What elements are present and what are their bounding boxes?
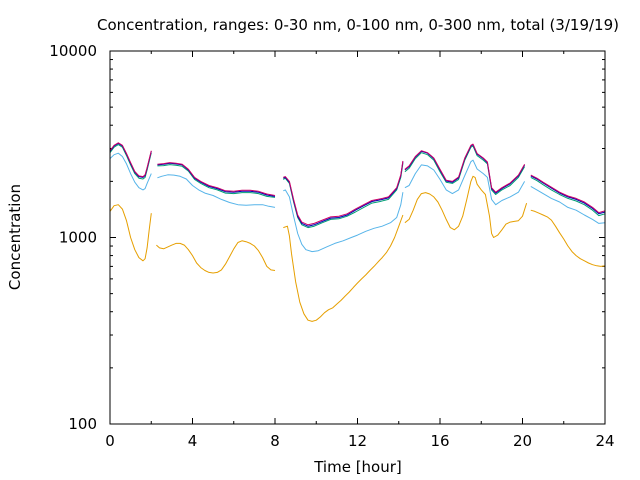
y-tick-label: 10000 <box>49 42 97 60</box>
x-tick-label: 24 <box>595 432 614 450</box>
series-2-line-segment-4 <box>404 159 526 206</box>
x-tick-label: 8 <box>270 432 280 450</box>
series-1-line-segment-1 <box>109 204 152 262</box>
series-4-line-segment-3 <box>283 161 404 227</box>
series-2-line-segment-1 <box>109 152 152 191</box>
x-tick-label: 20 <box>513 432 532 450</box>
series-2-line-segment-3 <box>283 189 404 253</box>
x-tick-label: 4 <box>188 432 198 450</box>
chart-title: Concentration, ranges: 0-30 nm, 0-100 nm… <box>97 16 619 34</box>
series-5-line-segment-4 <box>404 143 526 193</box>
series-2-line-segment-2 <box>157 174 276 208</box>
plot-frame <box>109 50 606 425</box>
series-group <box>109 142 606 322</box>
y-axis-label: Concentration <box>6 184 24 290</box>
series-1-line-segment-3 <box>283 214 404 322</box>
x-axis-label: Time [hour] <box>313 458 402 476</box>
series-3-line-segment-3 <box>283 163 404 229</box>
series-4-line-segment-2 <box>157 162 276 197</box>
y-tick-label: 100 <box>68 415 97 433</box>
series-3-line-segment-5 <box>530 176 606 217</box>
x-tick-label: 0 <box>105 432 115 450</box>
series-2-line-segment-5 <box>530 185 606 224</box>
series-5-line-segment-5 <box>530 174 606 214</box>
x-tick-label: 16 <box>430 432 449 450</box>
series-1-line-segment-5 <box>530 209 606 267</box>
series-5-line-segment-2 <box>157 162 276 196</box>
y-tick-label: 1000 <box>59 229 97 247</box>
series-5-line-segment-3 <box>283 160 404 226</box>
series-3-line-segment-4 <box>404 145 526 195</box>
series-1-line-segment-2 <box>156 240 276 274</box>
axis-ticks: 0 4 8 12 16 20 24 100 1000 10000 <box>49 42 614 450</box>
series-4-line-segment-1 <box>109 142 152 178</box>
series-4-line-segment-4 <box>404 144 526 194</box>
series-3-line-segment-1 <box>109 144 152 180</box>
series-5-line-segment-1 <box>109 142 152 178</box>
x-tick-label: 12 <box>348 432 367 450</box>
series-4-line-segment-5 <box>530 175 606 215</box>
series-1-line-segment-4 <box>404 175 528 238</box>
series-3-line-segment-2 <box>157 164 276 198</box>
